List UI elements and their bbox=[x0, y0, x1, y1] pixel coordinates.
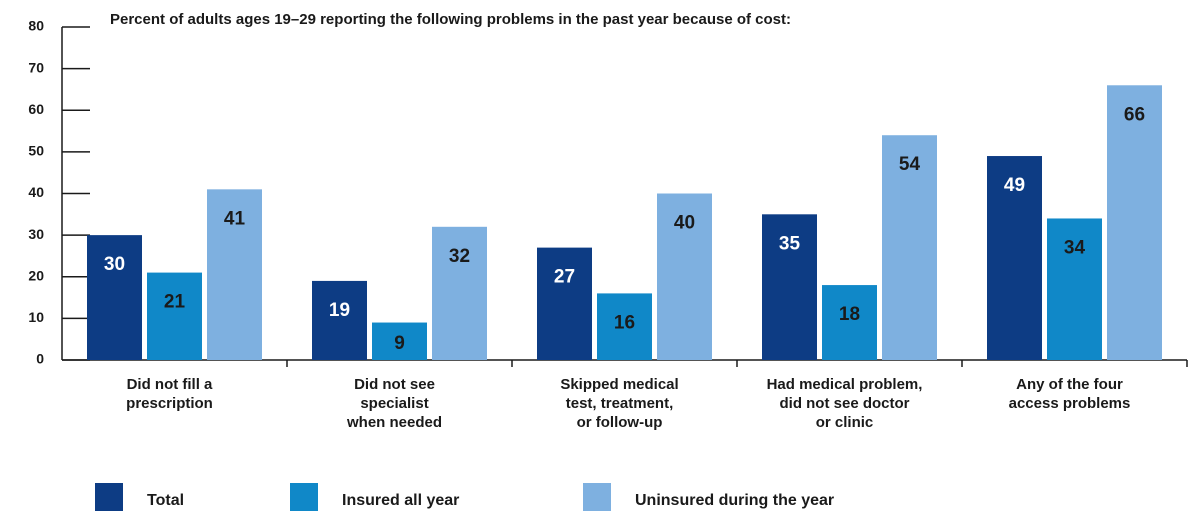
x-tick-label: Did not see specialist when needed bbox=[346, 376, 443, 431]
data-label: 41 bbox=[224, 208, 246, 229]
y-tick-label: 40 bbox=[28, 184, 44, 200]
x-tick-label: Any of the four access problems bbox=[1008, 376, 1131, 412]
chart-title: Percent of adults ages 19–29 reporting t… bbox=[110, 11, 791, 28]
y-tick-label: 80 bbox=[28, 18, 44, 34]
data-label: 34 bbox=[1064, 237, 1086, 258]
y-tick-label: 30 bbox=[28, 226, 44, 242]
data-label: 35 bbox=[779, 233, 801, 254]
data-label: 18 bbox=[839, 304, 860, 325]
legend-label: Uninsured during the year bbox=[635, 492, 834, 509]
bar bbox=[822, 285, 877, 360]
legend-label: Insured all year bbox=[342, 492, 459, 509]
bar bbox=[762, 214, 817, 360]
y-tick-label: 50 bbox=[28, 143, 44, 159]
data-label: 40 bbox=[674, 213, 695, 234]
bar bbox=[1047, 218, 1102, 360]
bar bbox=[987, 156, 1042, 360]
bar bbox=[147, 272, 202, 360]
bar bbox=[372, 322, 427, 360]
y-tick-label: 60 bbox=[28, 101, 44, 117]
data-label: 19 bbox=[329, 300, 350, 321]
bar bbox=[1107, 85, 1162, 361]
x-tick-label: Had medical problem, did not see doctor … bbox=[766, 376, 923, 431]
legend-swatch bbox=[583, 483, 611, 511]
y-tick-label: 0 bbox=[36, 351, 44, 367]
data-label: 9 bbox=[394, 333, 405, 354]
bar bbox=[882, 135, 937, 360]
data-label: 30 bbox=[104, 254, 125, 275]
x-tick-label: Did not fill a prescription bbox=[126, 376, 213, 412]
bar bbox=[312, 280, 367, 360]
y-tick-label: 20 bbox=[28, 267, 44, 283]
bar bbox=[597, 293, 652, 360]
data-label: 27 bbox=[554, 267, 575, 288]
legend-swatch bbox=[290, 483, 318, 511]
legend-swatch bbox=[95, 483, 123, 511]
data-label: 54 bbox=[899, 154, 921, 175]
bar bbox=[537, 247, 592, 360]
y-tick-label: 10 bbox=[28, 309, 44, 325]
bar bbox=[87, 235, 142, 360]
data-label: 32 bbox=[449, 246, 470, 267]
y-tick-label: 70 bbox=[28, 59, 44, 75]
data-label: 49 bbox=[1004, 175, 1025, 196]
data-label: 66 bbox=[1124, 104, 1145, 125]
legend-label: Total bbox=[147, 492, 184, 509]
bar bbox=[432, 226, 487, 360]
bar bbox=[657, 193, 712, 360]
bar bbox=[207, 189, 262, 360]
x-tick-label: Skipped medical test, treatment, or foll… bbox=[560, 376, 679, 431]
data-label: 16 bbox=[614, 312, 635, 333]
data-label: 21 bbox=[164, 292, 186, 313]
